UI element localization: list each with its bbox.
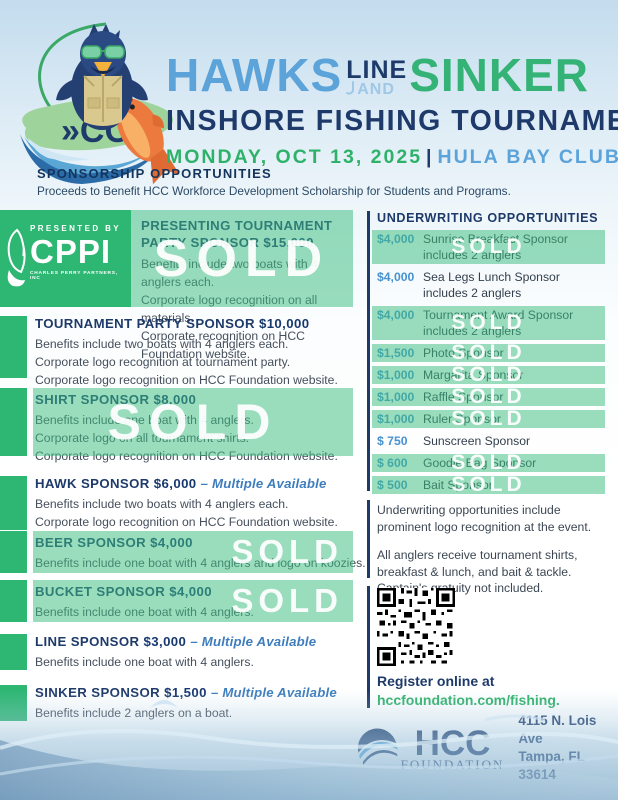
cppi-lily-icon (7, 228, 26, 287)
green-tab (0, 316, 27, 378)
green-tab (0, 634, 27, 670)
green-tab (0, 685, 27, 721)
hawk-mascot-illustration: »CC (20, 22, 180, 185)
register-url: hccfoundation.com/fishing. (377, 692, 560, 708)
bucket-sponsor-section: BUCKET SPONSOR $4,000 Benefits include o… (0, 580, 353, 622)
sold-overlay: SOLD (372, 385, 605, 408)
cppi-logo-panel: PRESENTED BY CPPI CHARLES PERRY PARTNERS… (0, 210, 131, 307)
title-line: LINE (346, 55, 408, 84)
event-title-block: HAWKS LINE AND SINKER INSHORE FISHING TO… (166, 49, 618, 169)
event-date: MONDAY, OCT 13, 2025 (166, 146, 423, 168)
column-divider (367, 586, 370, 708)
underwriting-row: $ 500 Bait Sponsor SOLD (372, 473, 605, 496)
sold-overlay: SOLD (372, 473, 605, 496)
underwriting-row: $ 750 Sunscreen Sponsor (377, 434, 531, 448)
green-tab (0, 476, 27, 530)
shirt-sponsor-section: SHIRT SPONSOR $8,000 Benefits include on… (0, 388, 353, 463)
tournament-party-sponsor-section: TOURNAMENT PARTY SPONSOR $10,000 Benefit… (0, 316, 353, 387)
sponsor-benefit: Corporate recognition on HCC Foundation … (141, 329, 305, 361)
title-sinker: SINKER (409, 49, 589, 101)
column-divider (367, 211, 370, 491)
underwriting-row: $4,000 Sea Legs Lunch Sponsor includes 2 … (377, 270, 560, 300)
underwriting-row: $4,000 Sunrise Breakfast Sponsorincludes… (372, 230, 605, 264)
sold-overlay: SOLD (372, 306, 605, 340)
beer-sponsor-section: BEER SPONSOR $4,000 Benefits include one… (0, 531, 366, 573)
register-block: Register online at hccfoundation.com/fis… (377, 672, 560, 710)
note-underwriting: Underwriting opportunities include promi… (377, 503, 592, 534)
sold-overlay: SOLD (372, 230, 605, 264)
address-block: 4115 N. Lois Ave Tampa, FL 33614 (518, 713, 597, 782)
presenting-sponsor-details: PRESENTING TOURNAMENT PARTY SPONSOR $15,… (131, 210, 353, 361)
line-sponsor-section: LINE SPONSOR $3,000 – Multiple Available… (0, 634, 353, 670)
column-divider (367, 500, 370, 578)
underwriting-row: $4,000 Tournament Award Sponsorincludes … (372, 306, 605, 340)
underwriting-row: $1,000 Ruler Sponsor SOLD (372, 407, 605, 430)
underwriting-row: $ 600 Goodie Bag Sponsor SOLD (372, 451, 605, 474)
underwriting-heading: UNDERWRITING OPPORTUNITIES (377, 211, 599, 225)
hcc-foundation-footer: HCC FOUNDATION 4115 N. Lois Ave Tampa, F… (356, 712, 618, 784)
availability-note: – Multiple Available (190, 634, 317, 649)
availability-note: – Multiple Available (200, 476, 327, 491)
presented-by-label: PRESENTED BY (30, 224, 122, 233)
cppi-company-name: CHARLES PERRY PARTNERS, INC (30, 271, 118, 281)
sinker-sponsor-section: SINKER SPONSOR $1,500 – Multiple Availab… (0, 685, 353, 721)
green-tab (0, 531, 27, 573)
presenting-sponsor-section: PRESENTED BY CPPI CHARLES PERRY PARTNERS… (0, 210, 353, 361)
register-text: Register online at (377, 673, 495, 689)
availability-note: – Multiple Available (210, 685, 337, 700)
hawk-sponsor-section: HAWK SPONSOR $6,000 – Multiple Available… (0, 476, 353, 530)
fish-hook-icon (346, 81, 355, 95)
underwriting-row: $1,500 Photo Sponsor SOLD (372, 341, 605, 364)
cppi-logo-text: CPPI (30, 233, 112, 270)
title-hawks: HAWKS (166, 49, 343, 101)
green-tab (0, 580, 27, 622)
event-venue: HULA BAY CLUB (437, 146, 618, 168)
underwriting-row: $1,000 Margarita Sponsor SOLD (372, 363, 605, 386)
sold-overlay: SOLD (131, 210, 353, 307)
sold-overlay: SOLD (372, 363, 605, 386)
sold-overlay: SOLD (372, 407, 605, 430)
underwriting-row: $1,000 Raffle Sponsor SOLD (372, 385, 605, 408)
sold-overlay: SOLD (372, 341, 605, 364)
proceeds-text: Proceeds to Benefit HCC Workforce Develo… (37, 184, 511, 198)
note-anglers: All anglers receive tournament shirts, b… (377, 548, 578, 595)
underwriting-notes: Underwriting opportunities include promi… (377, 502, 605, 609)
green-tab (0, 388, 27, 456)
sponsorship-opportunities-heading: SPONSORSHIP OPPORTUNITIES (37, 166, 272, 181)
title-and: AND (357, 81, 395, 99)
event-subtitle: INSHORE FISHING TOURNAMENT (166, 105, 618, 137)
foundation-logo-text: FOUNDATION (400, 756, 505, 772)
hcc-foundation-logo-icon (357, 728, 398, 765)
qr-code (377, 588, 455, 666)
hcc-logo-text: HCC (414, 723, 491, 763)
event-date-venue: MONDAY, OCT 13, 2025 | HULA BAY CLUB (166, 146, 618, 169)
sold-overlay: SOLD (372, 451, 605, 474)
